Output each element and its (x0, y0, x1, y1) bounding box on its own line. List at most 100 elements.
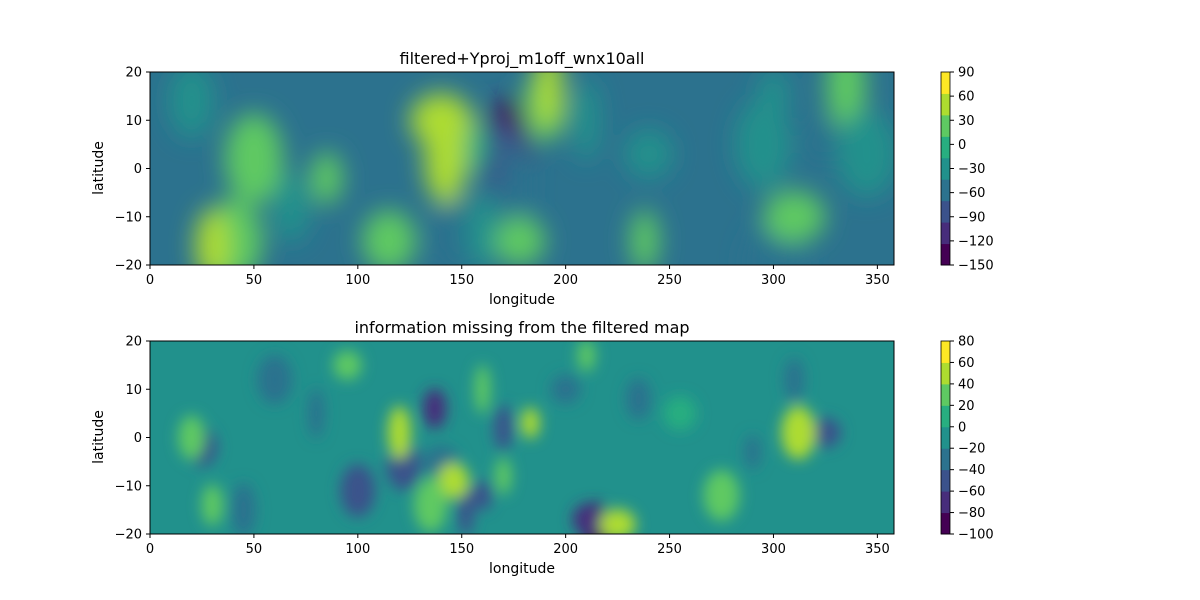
contour-patch (735, 98, 791, 191)
contour-patch (573, 78, 600, 162)
colorbar-tick-label: 20 (958, 399, 975, 414)
colorbar-frame (940, 340, 951, 535)
colorbar-band (941, 341, 950, 363)
contour-patch (809, 417, 841, 448)
contour-patch (362, 210, 416, 265)
colorbar-tick-label: −20 (958, 442, 985, 457)
y-axis-label: latitude (91, 141, 107, 195)
x-tick-label: 0 (146, 273, 154, 288)
contour-patch (195, 208, 230, 265)
y-axis: −20 −10 0 10 20 (115, 66, 150, 274)
contour-patch (663, 396, 697, 431)
colorbar-tick-label: −100 (958, 528, 994, 543)
y-tick-label: −20 (115, 528, 142, 543)
colorbar-band (941, 491, 950, 514)
x-axis: 0 50 100 150 200 250 300 350 (146, 534, 890, 557)
contour-patch (521, 407, 540, 439)
colorbar-band (941, 405, 950, 428)
contour-patch (169, 72, 214, 139)
colorbar-tick-label: −80 (958, 506, 985, 521)
contour-patch (472, 480, 493, 511)
x-tick-label: 250 (657, 273, 682, 288)
colorbar-tick-label: −30 (958, 162, 985, 177)
contour-patch (784, 357, 805, 402)
y-axis-label: latitude (91, 410, 107, 464)
colorbar-band (941, 448, 950, 471)
contour-patch (457, 483, 475, 534)
contour-patch (495, 457, 512, 495)
colorbar: 80 60 40 20 0 −20 −40 −60 −80 −100 (940, 335, 994, 543)
contour-field (169, 72, 894, 265)
colorbar-tick-label: 90 (958, 66, 975, 81)
contour-patch (836, 110, 894, 198)
colorbar-band (941, 93, 950, 116)
contour-patch (340, 464, 376, 517)
colorbar-tick-label: 60 (958, 90, 975, 105)
contour-patch (414, 478, 448, 533)
contour-patch (225, 113, 283, 205)
colorbar-band (941, 179, 950, 202)
colorbar-band (941, 136, 950, 159)
contour-patch (410, 93, 472, 148)
x-tick-label: 250 (657, 542, 682, 557)
y-tick-label: −10 (115, 479, 142, 494)
x-tick-label: 350 (865, 542, 890, 557)
colorbar-band (941, 222, 950, 245)
chart-title: information missing from the filtered ma… (354, 318, 689, 337)
colorbar-tick-label: 40 (958, 377, 975, 392)
contour-patch (178, 415, 205, 460)
contour-patch (625, 377, 651, 421)
contour-patch (273, 171, 310, 243)
contour-patch (802, 118, 836, 170)
colorbar-band (941, 157, 950, 180)
contour-patch (744, 434, 761, 470)
contour-patch (501, 139, 530, 227)
y-tick-label: 10 (125, 114, 142, 129)
contour-patch (577, 341, 596, 372)
colorbar-band (941, 383, 950, 406)
x-tick-label: 150 (449, 542, 474, 557)
y-tick-label: −20 (115, 259, 142, 274)
y-tick-label: 20 (125, 335, 142, 350)
colorbar-band (941, 512, 950, 535)
colorbar-tick-label: −60 (958, 186, 985, 201)
contour-patch (763, 190, 825, 243)
contour-patch (231, 482, 256, 534)
y-axis: −20 −10 0 10 20 (115, 335, 150, 543)
contour-patch (781, 405, 816, 460)
x-tick-label: 200 (553, 273, 578, 288)
colorbar-band (941, 469, 950, 492)
contour-patch (474, 364, 491, 414)
contour-patch (550, 374, 581, 404)
contour-patch (494, 216, 546, 265)
colorbar-band (941, 114, 950, 137)
y-tick-label: 0 (134, 162, 142, 177)
contour-patch (201, 484, 223, 526)
x-tick-label: 300 (761, 542, 786, 557)
chart-title: filtered+Yproj_m1off_wnx10all (400, 49, 645, 69)
y-tick-label: 10 (125, 383, 142, 398)
x-tick-label: 150 (449, 273, 474, 288)
contour-patch (387, 405, 411, 460)
x-axis-label: longitude (489, 292, 555, 308)
contour-patch (624, 129, 673, 179)
x-tick-label: 50 (246, 542, 263, 557)
colorbar-tick-label: 80 (958, 335, 975, 350)
colorbar-band (941, 200, 950, 223)
colorbar-tick-label: 60 (958, 356, 975, 371)
colorbar-band (941, 243, 950, 266)
contour-patch (466, 192, 499, 265)
x-axis-label: longitude (489, 561, 555, 577)
contour-field (178, 341, 841, 534)
y-tick-label: 0 (134, 431, 142, 446)
x-tick-label: 300 (761, 273, 786, 288)
x-tick-label: 100 (345, 542, 370, 557)
contour-patch (437, 462, 470, 500)
contour-patch (423, 388, 447, 429)
contour-patch (257, 354, 293, 405)
colorbar-tick-label: 30 (958, 114, 975, 129)
x-tick-label: 100 (345, 273, 370, 288)
contour-patch (308, 388, 325, 439)
y-tick-label: −10 (115, 210, 142, 225)
